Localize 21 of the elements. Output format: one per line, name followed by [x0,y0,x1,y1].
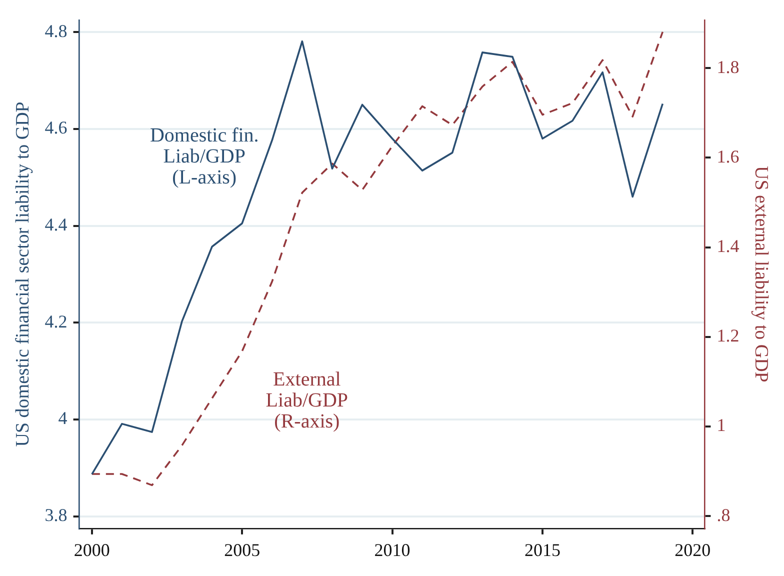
y2-tick-label: 1 [716,415,726,436]
x-tick-label: 2010 [374,540,410,560]
y2-tick-label: 1.6 [716,146,740,166]
y2-axis-title: US external liability to GDP [750,166,772,382]
y-tick-label: 3.8 [44,505,68,526]
x-tick-label: 2005 [224,540,260,560]
y2-tick-label: .8 [716,504,730,525]
x-tick-label: 2020 [674,540,711,560]
y-tick-label: 4.2 [44,311,68,332]
y-tick-label: 4.6 [44,118,68,138]
y-axis-title: US domestic financial sector liability to GDP [12,102,34,447]
y2-tick-label: 1.4 [716,236,740,256]
series-label: Domestic fin. Liab/GDP (L-axis) [150,124,259,189]
y-tick-label: 4.8 [44,20,68,41]
x-tick-label: 2000 [74,540,110,560]
x-tick-label: 2015 [524,540,560,560]
y2-tick-label: 1.8 [716,56,740,77]
y-tick-label: 4.4 [44,214,68,235]
y-tick-label: 4 [58,408,68,428]
y2-tick-label: 1.2 [716,326,740,346]
series-label: External Liab/GDP (R-axis) [266,368,348,433]
